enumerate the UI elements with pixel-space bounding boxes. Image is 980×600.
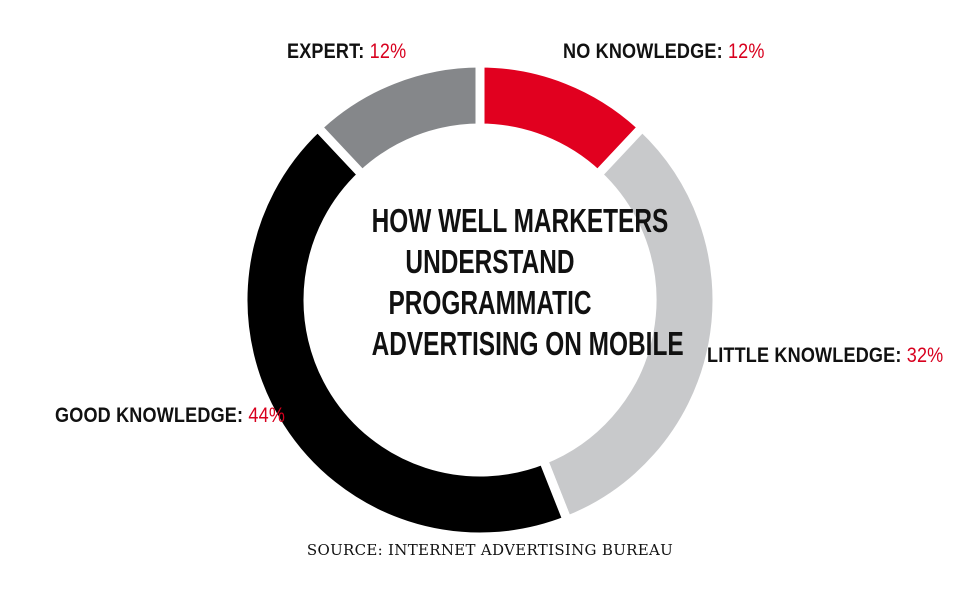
- slice-label-expert: EXPERT: 12%: [287, 40, 406, 64]
- source-note: SOURCE: INTERNET ADVERTISING BUREAU: [306, 541, 674, 559]
- slice-label-good-knowledge: GOOD KNOWLEDGE: 44%: [55, 404, 285, 428]
- slice-label-no-knowledge: NO KNOWLEDGE: 12%: [563, 40, 765, 64]
- title-line: UNDERSTAND: [405, 243, 575, 280]
- slice-label-value: 32%: [906, 344, 944, 367]
- slice-label-value: 12%: [727, 40, 765, 63]
- chart-title: HOW WELL MARKETERS UNDERSTAND PROGRAMMAT…: [371, 200, 684, 364]
- slice-label-little-knowledge: LITTLE KNOWLEDGE: 32%: [707, 344, 943, 368]
- slice-label-text: GOOD KNOWLEDGE:: [55, 404, 244, 427]
- slice-label-value: 12%: [369, 40, 407, 63]
- slice-label-text: EXPERT:: [287, 40, 365, 63]
- title-line: HOW WELL MARKETERS: [371, 202, 669, 239]
- donut-slice-3: [311, 58, 485, 181]
- title-line: ADVERTISING ON MOBILE: [371, 325, 684, 362]
- slice-label-text: LITTLE KNOWLEDGE:: [707, 344, 902, 367]
- donut-slice-1: [537, 120, 722, 527]
- donut-slice-2: [238, 120, 574, 542]
- slice-label-value: 44%: [248, 404, 286, 427]
- title-line: PROGRAMMATIC: [388, 284, 592, 321]
- slice-label-text: NO KNOWLEDGE:: [563, 40, 723, 63]
